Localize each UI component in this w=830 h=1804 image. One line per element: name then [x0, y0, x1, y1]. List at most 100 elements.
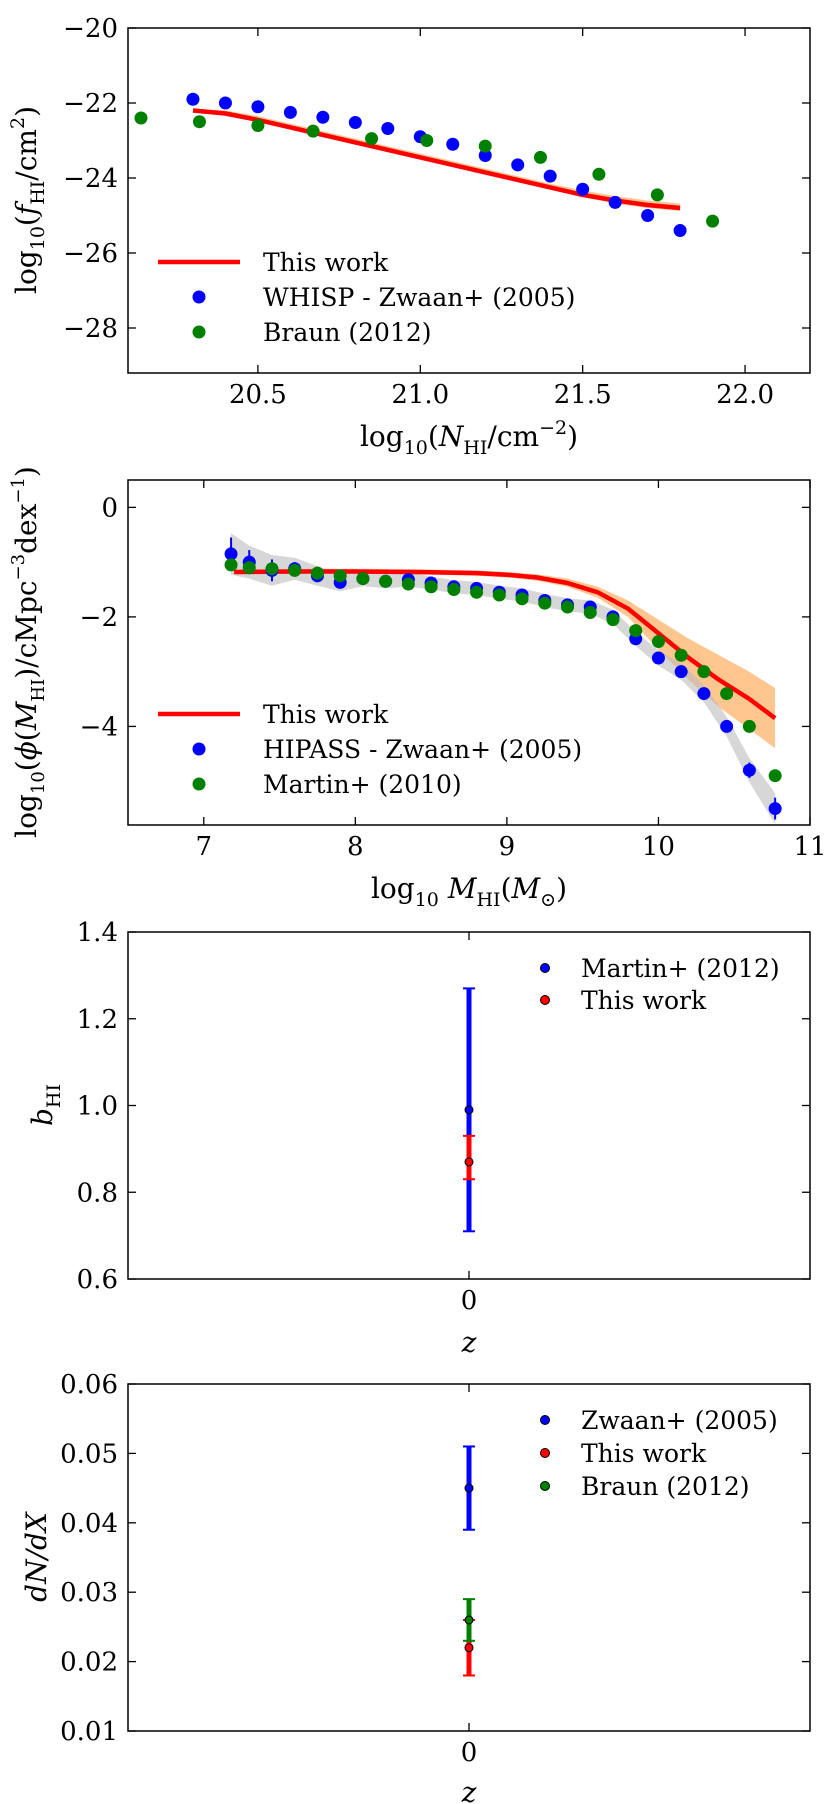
braun-2012-legend-label: Braun (2012)	[263, 318, 432, 347]
martin-2010-point	[538, 596, 552, 610]
whisp-zwaan-2005-point	[543, 169, 557, 183]
x-tick-label: 9	[499, 832, 516, 862]
martin-2010-point	[310, 566, 324, 580]
y-axis-label: dN/dX	[20, 1511, 53, 1602]
martin-2010-point	[242, 561, 256, 575]
whisp-zwaan-2005-point	[673, 224, 687, 237]
y-tick-label: −24	[63, 164, 118, 194]
braun-2012-point	[464, 1615, 474, 1625]
bias-panel: 0 0.6 0.8 1.0 1.2 1.4 Martin+ (2012) This work…	[26, 918, 811, 1359]
x-tick-label: 10	[642, 832, 675, 862]
martin-2010-point	[768, 769, 782, 783]
whisp-zwaan-2005-point	[218, 96, 232, 110]
x-tick-label: 21.0	[391, 380, 449, 410]
zwaan-2005-legend-label: Zwaan+ (2005)	[581, 1406, 778, 1435]
whisp-zwaan-2005-point	[251, 100, 265, 114]
braun-2012-legend-swatch	[192, 325, 206, 339]
y-tick-label: −28	[63, 314, 118, 344]
y-tick-label: 1.4	[77, 918, 118, 948]
hipass-zwaan-2005-point	[742, 763, 756, 777]
martin-2010-point	[515, 592, 529, 606]
martin-2010-point	[424, 580, 438, 594]
x-axis-label: z	[461, 1776, 477, 1804]
whisp-zwaan-2005-point	[348, 116, 362, 129]
martin-2010-point	[379, 574, 393, 588]
plot-frame	[127, 1383, 811, 1732]
y-tick-label: 1.0	[77, 1092, 118, 1122]
x-tick-label: 0	[461, 1286, 478, 1316]
braun-2012-point	[192, 115, 206, 129]
martin-2010-point	[674, 648, 688, 662]
x-tick-label: 7	[196, 832, 213, 862]
y-tick-label: 0.02	[60, 1648, 118, 1678]
braun-2012-point	[420, 134, 434, 147]
y-tick-label: −22	[63, 89, 118, 119]
whisp-zwaan-2005-point	[511, 158, 525, 172]
dndx-panel: 0 0.01 0.02 0.03 0.04 0.05 0.06 Zwaan+ (2005) T…	[20, 1370, 811, 1804]
x-tick-label: 20.5	[229, 380, 287, 410]
y-tick-label: 0.05	[60, 1439, 118, 1469]
martin-2010-point	[265, 562, 279, 576]
whisp-zwaan-2005-legend-label: WHISP - Zwaan+ (2005)	[263, 283, 575, 312]
martin-2010-point	[629, 624, 643, 638]
this-work-line	[192, 108, 681, 211]
this-work-band	[234, 568, 776, 749]
whisp-zwaan-2005-point	[576, 182, 590, 196]
whisp-zwaan-2005-point	[381, 122, 395, 135]
whisp-zwaan-2005-point	[186, 92, 200, 106]
y-tick-label: −26	[63, 239, 118, 269]
martin-2012-point	[464, 1105, 474, 1115]
martin-2010-point	[356, 572, 370, 586]
y-tick-label: 0.01	[60, 1717, 118, 1747]
martin-2012-legend-swatch	[540, 963, 550, 973]
whisp-zwaan-2005-point	[608, 195, 622, 209]
braun-2012-point	[650, 188, 664, 202]
martin-2012-legend-label: Martin+ (2012)	[581, 954, 780, 983]
this-work-legend-swatch	[540, 995, 550, 1005]
martin-2010-point	[333, 569, 347, 583]
hipass-zwaan-2005-point	[651, 651, 665, 665]
hipass-zwaan-2005-point	[674, 665, 688, 679]
whisp-zwaan-2005-point	[641, 209, 655, 222]
this-work-point	[464, 1157, 474, 1167]
whisp-zwaan-2005-legend-swatch	[192, 290, 206, 304]
this-work-point	[464, 1643, 474, 1653]
martin-2010-point	[224, 558, 238, 572]
himf-panel: 7 8 9 10 11 −4 −2 0 This work HIPASS - Zwaan+ (2…	[8, 466, 827, 911]
hipass-zwaan-2005-legend-swatch	[192, 742, 206, 756]
martin-2010-point	[720, 687, 734, 701]
x-axis-label: log10(NHI/cm−2)	[360, 417, 578, 459]
y-tick-label: 0	[101, 493, 118, 523]
y-tick-label: −4	[80, 712, 118, 742]
x-axis-label: log10 MHI(M⊙)	[371, 872, 567, 911]
martin-2010-point	[742, 719, 756, 733]
whisp-zwaan-2005-point	[446, 137, 460, 151]
braun-2012-point	[134, 111, 148, 125]
x-tick-label: 21.5	[554, 380, 612, 410]
y-tick-label: 0.04	[60, 1509, 118, 1539]
braun-2012-point	[706, 214, 720, 228]
y-tick-label: 0.06	[60, 1370, 118, 1400]
y-axis-label: log10(ϕ(MHI)/cMpc−3dex−1)	[8, 466, 49, 838]
x-tick-label: 8	[347, 832, 364, 862]
braun-2012-point	[365, 132, 379, 146]
martin-2010-point	[470, 585, 484, 599]
zwaan-2005-point	[464, 1483, 474, 1493]
y-tick-label: 1.2	[77, 1005, 118, 1035]
this-work-legend-label: This work	[581, 1439, 707, 1468]
y-tick-label: 0.8	[77, 1178, 118, 1208]
x-tick-label: 22.0	[716, 380, 774, 410]
x-tick-label: 0	[461, 1738, 478, 1768]
martin-2010-point	[288, 563, 302, 577]
y-tick-label: 0.6	[77, 1265, 118, 1295]
y-axis-label: bHI	[26, 1084, 65, 1126]
hipass-zwaan-2005-point	[697, 687, 711, 701]
x-tick-label: 11	[793, 832, 826, 862]
whisp-zwaan-2005-point	[283, 105, 297, 119]
this-work-legend-swatch	[540, 1448, 550, 1458]
hipass-zwaan-2005-point	[768, 802, 782, 816]
martin-2010-point	[492, 588, 506, 602]
y-tick-label: −2	[80, 603, 118, 633]
martin-2010-point	[447, 583, 461, 597]
